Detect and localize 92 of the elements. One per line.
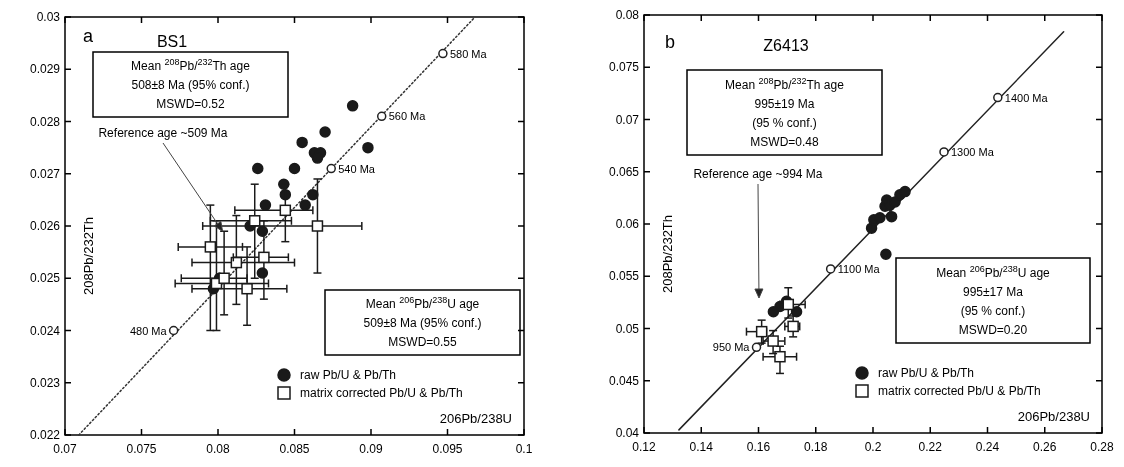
legend-label: raw Pb/U & Pb/Th	[300, 368, 397, 382]
point	[326, 163, 336, 174]
x-axis-title: 206Pb/238U	[439, 411, 512, 426]
point	[362, 141, 374, 154]
legend-label: matrix corrected Pb/U & Pb/Th	[300, 386, 463, 400]
x-tick-label: 0.24	[975, 440, 1000, 454]
point	[346, 100, 359, 112]
x-tick-label: 0.09	[359, 442, 383, 456]
annotation: 1100 Ma	[837, 262, 881, 275]
x-tick-label: 0.1	[515, 442, 533, 456]
annotation: Mean $^{208}$Pb/$^{232}$Th age 995±19 Ma (95 % conf.) MSWD=0.48	[725, 75, 845, 149]
annotation: Mean $^{208}$Pb/$^{232}$Th age 508±8 Ma (95% conf.) MSWD=0.52	[131, 57, 251, 111]
point	[767, 335, 779, 347]
annotation: Mean $^{206}$Pb/$^{238}$U age 995±17 Ma (95 % conf.) MSWD=0.20	[936, 263, 1051, 337]
point	[258, 251, 270, 264]
point	[755, 325, 768, 338]
annotation: 540 Ma	[338, 162, 376, 175]
y-tick-label: 0.026	[29, 219, 61, 233]
x-tick-label: 0.08	[206, 442, 230, 456]
text: BS1	[156, 33, 188, 50]
legend-label: matrix corrected Pb/U & Pb/Th	[878, 384, 1041, 398]
annotation: 1300 Ma	[950, 145, 995, 158]
y-tick-label: 0.025	[29, 271, 61, 286]
x-tick-label: 0.16	[746, 440, 771, 454]
annotation: Mean $^{206}$Pb/$^{238}$U age 509±8 Ma (95% conf.) MSWD=0.55	[363, 295, 482, 349]
point	[299, 199, 311, 211]
point	[307, 188, 319, 201]
annotation: Reference age ~509 Ma	[98, 126, 228, 140]
point	[885, 210, 898, 223]
y-tick-label: 0.045	[608, 373, 640, 388]
x-tick-label: 0.075	[126, 442, 157, 456]
point	[767, 306, 780, 318]
y-axis-title: 208Pb/232Th	[660, 214, 675, 294]
x-tick-label: 0.12	[632, 440, 656, 454]
annotation: 480 Ma	[129, 324, 168, 337]
point	[241, 282, 253, 295]
point	[319, 126, 331, 138]
y-tick-label: 0.024	[29, 323, 61, 338]
y-tick-label: 0.05	[615, 321, 640, 336]
point	[288, 162, 301, 175]
y-tick-label: 0.055	[608, 269, 640, 284]
point	[204, 241, 217, 253]
y-tick-label: 0.06	[615, 217, 640, 231]
y-tick-label: 0.029	[29, 62, 61, 77]
y-tick-label: 0.023	[29, 375, 61, 390]
point	[880, 248, 892, 261]
point	[311, 220, 324, 232]
annotation: Reference age ~994 Ma	[693, 167, 823, 181]
y-tick-label: 0.027	[29, 166, 61, 181]
point	[168, 325, 179, 336]
point	[259, 199, 272, 211]
x-tick-label: 0.2	[864, 440, 882, 454]
legend-label: raw Pb/U & Pb/Th	[878, 366, 975, 380]
annotation: 580 Ma	[449, 47, 488, 60]
point	[751, 342, 762, 353]
x-axis-title: 206Pb/238U	[1017, 409, 1090, 424]
y-tick-label: 0.07	[615, 112, 640, 127]
point	[376, 111, 387, 122]
x-tick-label: 0.22	[918, 440, 943, 454]
point	[993, 92, 1003, 103]
point	[939, 147, 949, 157]
x-tick-label: 0.28	[1090, 440, 1114, 454]
x-tick-label: 0.095	[432, 442, 463, 456]
y-tick-label: 0.065	[608, 164, 640, 179]
annotation: 560 Ma	[388, 110, 427, 123]
y-axis-title: 208Pb/232Th	[81, 216, 96, 296]
x-tick-label: 0.18	[804, 440, 828, 454]
point	[279, 204, 292, 217]
x-tick-label: 0.14	[689, 440, 714, 454]
annotation: 950 Ma	[712, 341, 751, 354]
y-tick-label: 0.022	[29, 428, 61, 442]
annotation: 1400 Ma	[1004, 91, 1049, 104]
y-tick-label: 0.075	[608, 60, 640, 75]
x-tick-label: 0.07	[53, 442, 77, 456]
annotation: a	[83, 26, 94, 46]
point	[252, 162, 264, 175]
point	[218, 272, 230, 284]
point	[899, 185, 911, 198]
point	[874, 211, 886, 224]
point	[774, 350, 786, 363]
x-tick-label: 0.26	[1033, 440, 1057, 454]
point	[438, 48, 448, 59]
annotation: b	[665, 32, 676, 52]
point	[296, 136, 308, 149]
point	[825, 264, 836, 274]
x-tick-label: 0.085	[279, 442, 310, 456]
text: Z6413	[763, 37, 809, 54]
point	[248, 215, 261, 227]
y-tick-label: 0.03	[36, 10, 61, 24]
y-tick-label: 0.04	[615, 426, 640, 440]
y-tick-label: 0.08	[615, 8, 640, 22]
y-tick-label: 0.028	[29, 114, 61, 129]
